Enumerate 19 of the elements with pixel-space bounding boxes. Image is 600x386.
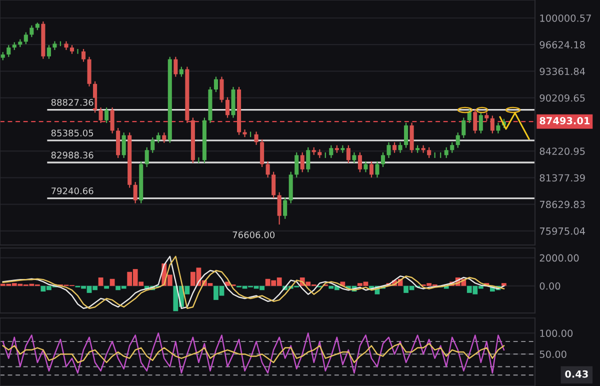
text: 0.43 bbox=[565, 370, 588, 378]
y-tick-label: 50.00 bbox=[540, 350, 566, 358]
y-tick-label: 96624.18 bbox=[540, 41, 585, 48]
y-tick-label: 78629.83 bbox=[540, 200, 585, 208]
ref-line-label: 85385.05 bbox=[51, 130, 94, 136]
y-tick-label: 0.00 bbox=[540, 282, 560, 290]
y-tick-label: 84220.95 bbox=[540, 148, 585, 155]
annotation: 76606.00 bbox=[232, 231, 275, 238]
ref-line-label: 87493.01 bbox=[540, 117, 590, 124]
y-tick-label: 90209.65 bbox=[540, 94, 585, 102]
y-tick-label: 100.00 bbox=[540, 330, 573, 337]
ref-line-label: 79240.66 bbox=[52, 187, 94, 194]
y-tick-label: 93361.84 bbox=[540, 68, 586, 76]
y-tick-label: 2000.00 bbox=[540, 254, 579, 262]
y-tick-label: 100000.57 bbox=[540, 14, 591, 22]
ref-line-label: 82988.36 bbox=[51, 152, 94, 158]
ref-line-label: 88827.36 bbox=[51, 98, 94, 106]
y-tick-label: 81377.39 bbox=[540, 174, 585, 182]
y-tick-label: 75975.04 bbox=[540, 227, 586, 235]
